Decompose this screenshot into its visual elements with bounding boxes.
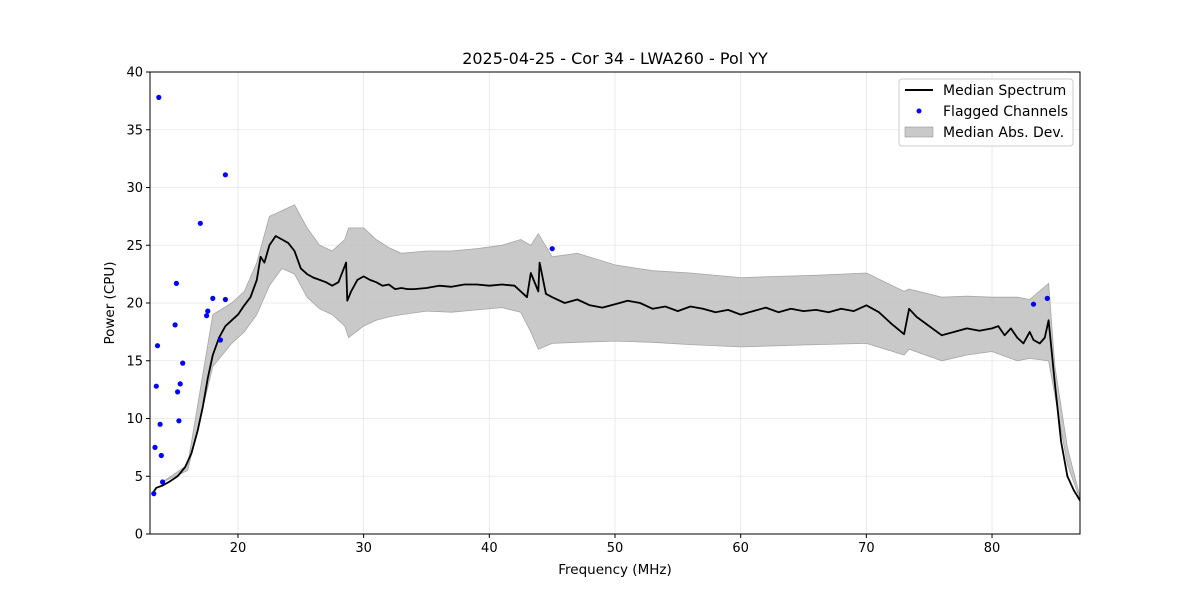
flagged-channel-point xyxy=(151,491,157,497)
x-tick-label: 80 xyxy=(984,541,1001,556)
flagged-channel-point xyxy=(205,308,211,314)
x-axis-ticks: 20 30 40 50 60 70 80 xyxy=(230,534,1001,556)
median-line-layer xyxy=(151,235,1081,501)
flagged-channel-point xyxy=(210,295,216,301)
flagged-channel-point xyxy=(160,479,166,485)
x-tick-label: 60 xyxy=(732,541,749,556)
median-spectrum-line xyxy=(151,235,1081,501)
flagged-channel-point xyxy=(153,383,159,389)
x-tick-label: 70 xyxy=(858,541,875,556)
y-tick-label: 35 xyxy=(126,123,143,138)
y-tick-label: 15 xyxy=(126,354,143,369)
y-axis-label: Power (CPU) xyxy=(102,261,118,344)
x-tick-label: 20 xyxy=(230,541,247,556)
flagged-channel-point xyxy=(177,381,183,387)
y-tick-label: 30 xyxy=(126,181,143,196)
legend-mad-swatch xyxy=(904,126,934,138)
flagged-channel-point xyxy=(156,94,162,100)
flagged-channel-point xyxy=(173,280,179,286)
y-tick-label: 40 xyxy=(126,66,143,81)
mad-band-layer xyxy=(162,204,1081,500)
flagged-channel-point xyxy=(172,322,178,328)
y-axis-ticks: 0 5 10 15 20 25 30 35 40 xyxy=(126,66,150,543)
x-axis-label: Frequency (MHz) xyxy=(558,562,671,578)
flagged-channel-point xyxy=(176,418,182,424)
flagged-channel-point xyxy=(158,452,164,459)
flagged-channel-point xyxy=(197,220,203,226)
legend-mad-label: Median Abs. Dev. xyxy=(943,125,1064,141)
legend-flagged-label: Flagged Channels xyxy=(943,104,1068,120)
y-tick-label: 20 xyxy=(126,297,143,312)
legend-flagged-swatch xyxy=(916,108,922,114)
y-tick-label: 0 xyxy=(135,528,143,543)
chart-title: 2025-04-25 - Cor 34 - LWA260 - Pol YY xyxy=(462,49,768,68)
flagged-channel-point xyxy=(180,360,186,366)
x-tick-label: 50 xyxy=(607,541,624,556)
flagged-channel-point xyxy=(204,313,210,319)
y-tick-label: 5 xyxy=(135,470,143,485)
x-tick-label: 30 xyxy=(355,541,372,556)
y-tick-label: 10 xyxy=(126,412,143,427)
flagged-channel-point xyxy=(152,444,158,450)
legend-median-label: Median Spectrum xyxy=(943,83,1066,99)
legend-box xyxy=(898,78,1074,147)
flagged-channel-point xyxy=(154,343,161,349)
flagged-channel-point xyxy=(549,246,555,252)
mad-band xyxy=(162,204,1081,500)
flagged-channel-point xyxy=(1030,301,1037,307)
legend: Median Spectrum Flagged Channels Median … xyxy=(898,78,1074,147)
y-tick-label: 25 xyxy=(126,239,143,254)
flagged-channel-point xyxy=(222,296,228,303)
flagged-points-layer xyxy=(151,94,1050,497)
flagged-channel-point xyxy=(1044,295,1050,301)
x-tick-label: 40 xyxy=(481,541,498,556)
flagged-channel-point xyxy=(217,337,223,343)
flagged-channel-point xyxy=(175,389,181,395)
flagged-channel-point xyxy=(222,172,228,178)
flagged-channel-point xyxy=(157,421,163,427)
